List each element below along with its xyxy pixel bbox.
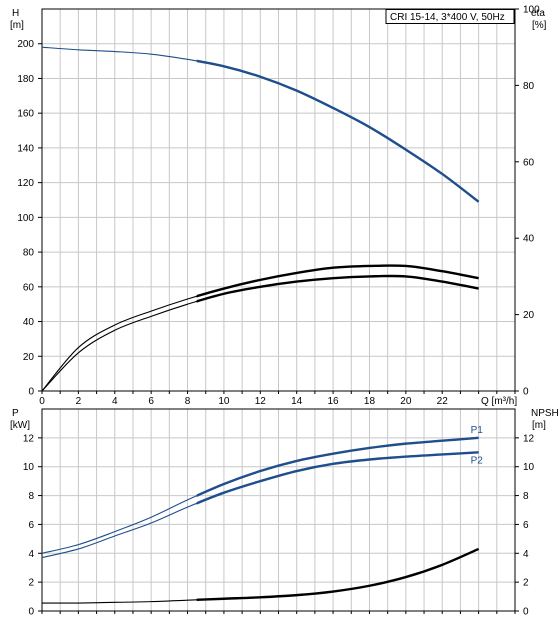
y-left-tick-label: 0 [28,607,34,618]
y-left-tick-label: 12 [23,433,35,444]
y-right-tick-label: 6 [523,520,529,531]
y-left-tick-label: 140 [17,143,34,154]
y-left-axis-label: H [12,8,19,19]
y-right-tick-label: 0 [523,387,529,398]
y-left-tick-label: 60 [23,282,35,293]
y-right-tick-label: 12 [523,433,535,444]
x-tick-label: 16 [328,396,340,407]
x-tick-label: 20 [400,396,412,407]
x-axis-label: Q [m³/h] [481,396,517,407]
y-right-tick-label: 10 [523,462,535,473]
y-right-tick-label: 80 [523,81,535,92]
y-left-tick-label: 120 [17,178,34,189]
series-label-p2: P2 [471,455,484,466]
y-right-tick-label: 60 [523,157,535,168]
y-right-tick-label: 0 [523,607,529,618]
x-tick-label: 22 [437,396,449,407]
y-left-tick-label: 200 [17,39,34,50]
y-left-axis-unit: [kW] [10,420,30,431]
y-right-tick-label: 4 [523,549,529,560]
top-chart-panel: 0204060801001201401601802000204060801000… [10,5,547,408]
y-right-axis-label: eta [531,8,545,19]
y-left-tick-label: 4 [28,549,34,560]
y-left-tick-label: 20 [23,352,35,363]
y-right-tick-label: 8 [523,491,529,502]
y-left-tick-label: 40 [23,317,35,328]
y-right-axis-unit: [%] [532,20,547,31]
bottom-chart-panel: 0 2 4 6 8 10 12 0 2 4 6 8 10 12 P[kW] NPSH[m] P1 P2 [10,408,559,618]
x-tick-label: 10 [218,396,230,407]
y-left-tick-label: 180 [17,74,34,85]
y-left-tick-label: 80 [23,248,35,259]
x-tick-label: 12 [255,396,267,407]
y-right-axis-label: NPSH [531,408,559,419]
x-tick-label: 6 [148,396,154,407]
y-left-tick-label: 6 [28,520,34,531]
y-right-tick-label: 40 [523,234,535,245]
series-label-p1: P1 [471,425,484,436]
y-left-tick-label: 100 [17,213,34,224]
y-right-axis-unit: [m] [532,420,546,431]
y-left-tick-label: 10 [23,462,35,473]
y-left-axis-unit: [m] [10,20,24,31]
y-left-tick-label: 160 [17,109,34,120]
y-left-tick-label: 0 [28,387,34,398]
y-left-tick-label: 2 [28,578,34,589]
x-tick-label: 18 [364,396,376,407]
chart-title: CRI 15-14, 3*400 V, 50Hz [390,12,505,23]
x-tick-label: 8 [185,396,191,407]
y-right-tick-label: 20 [523,310,535,321]
x-tick-label: 0 [39,396,45,407]
x-tick-label: 4 [112,396,118,407]
x-tick-label: 14 [291,396,303,407]
x-tick-label: 2 [76,396,82,407]
y-left-tick-label: 8 [28,491,34,502]
y-left-axis-label: P [12,408,19,419]
y-right-tick-label: 2 [523,578,529,589]
